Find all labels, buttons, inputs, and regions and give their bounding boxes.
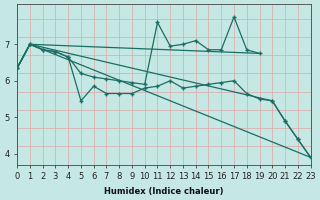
X-axis label: Humidex (Indice chaleur): Humidex (Indice chaleur) [104, 187, 224, 196]
